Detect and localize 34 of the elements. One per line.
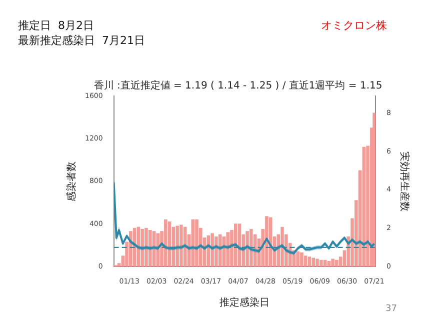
bar (265, 216, 268, 267)
bar (280, 226, 284, 267)
bar (180, 224, 183, 267)
bar (156, 233, 160, 267)
chart-title: 香川 :直近推定値 = 1.19 ( 1.14 - 1.25 ) / 直近1週平均 = 1.15 (94, 80, 382, 92)
y2-axis-title: 実効再生産数 (398, 151, 410, 212)
bar (214, 236, 218, 267)
text: 最新推定感染日 7月21日 (18, 33, 145, 48)
bar (164, 219, 168, 267)
text: 推定日 8月2日 (18, 18, 94, 33)
text: 37 (386, 304, 397, 314)
x-axis-title: 推定感染日 (220, 296, 270, 309)
bar (308, 256, 312, 267)
bar (176, 226, 179, 267)
bar (335, 260, 338, 267)
bar (300, 252, 304, 267)
bar (246, 231, 249, 267)
bar (296, 251, 300, 267)
bar (323, 260, 327, 267)
bar (195, 219, 198, 267)
y-axis-title: 感染者数 (66, 161, 78, 202)
bar (372, 112, 376, 267)
bar (144, 228, 148, 267)
bar (140, 228, 144, 267)
bar (312, 258, 315, 267)
bar (331, 258, 334, 267)
bar (210, 233, 214, 267)
bar (316, 258, 319, 267)
bar (191, 219, 194, 267)
bar (320, 260, 323, 267)
bar (304, 256, 308, 267)
bar (226, 232, 230, 267)
text: オミクロン株 (321, 18, 387, 33)
bar (250, 228, 253, 267)
